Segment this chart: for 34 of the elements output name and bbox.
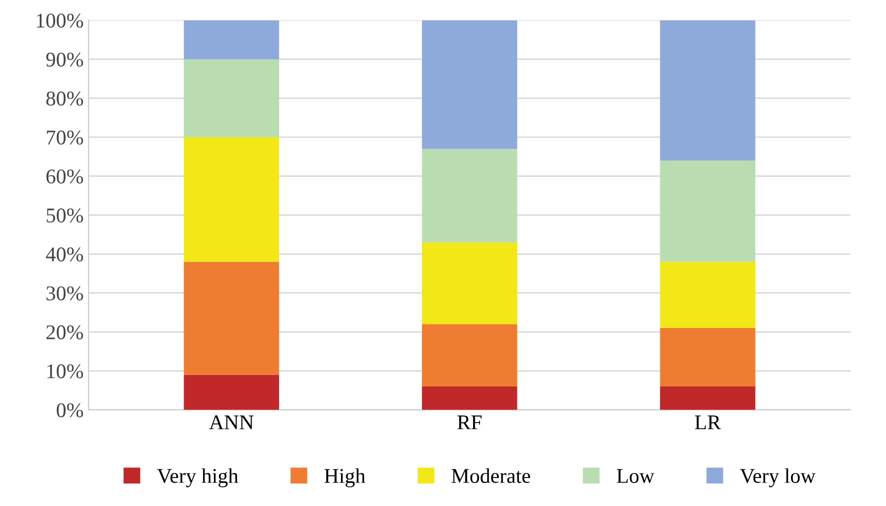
x-tick-label: ANN bbox=[209, 415, 254, 430]
bar bbox=[184, 262, 280, 375]
bar bbox=[184, 374, 280, 410]
legend-label: Low bbox=[616, 469, 654, 483]
y-tick-label: 20% bbox=[46, 325, 84, 340]
bar bbox=[660, 20, 756, 161]
x-tick-label: RF bbox=[457, 416, 482, 430]
y-tick-label: 70% bbox=[46, 130, 84, 145]
bar bbox=[422, 324, 518, 386]
bar bbox=[422, 386, 518, 410]
legend-label: Very low bbox=[740, 468, 816, 488]
bar bbox=[184, 20, 280, 60]
y-tick-label: 50% bbox=[46, 208, 84, 223]
y-tick-label: 80% bbox=[46, 92, 84, 106]
legend-label: High bbox=[324, 468, 366, 488]
y-tick-label: 40% bbox=[46, 247, 84, 262]
y-tick-label: 0% bbox=[56, 403, 84, 418]
y-tick-label: 60% bbox=[46, 169, 84, 184]
bar bbox=[660, 386, 756, 410]
x-tick-label: LR bbox=[694, 416, 721, 430]
y-tick-label: 30% bbox=[46, 286, 84, 300]
y-tick-label: 100% bbox=[36, 14, 84, 28]
bar bbox=[184, 59, 280, 138]
bar bbox=[422, 20, 518, 149]
bar bbox=[660, 160, 756, 262]
y-tick-label: 90% bbox=[46, 52, 84, 67]
bar bbox=[184, 137, 280, 262]
bar bbox=[422, 242, 518, 324]
bar bbox=[422, 148, 518, 242]
bar bbox=[660, 328, 756, 386]
legend-label: Very high bbox=[157, 468, 238, 488]
legend-label: Moderate bbox=[452, 468, 530, 483]
y-tick-label: 10% bbox=[47, 364, 84, 378]
bar bbox=[660, 262, 756, 328]
